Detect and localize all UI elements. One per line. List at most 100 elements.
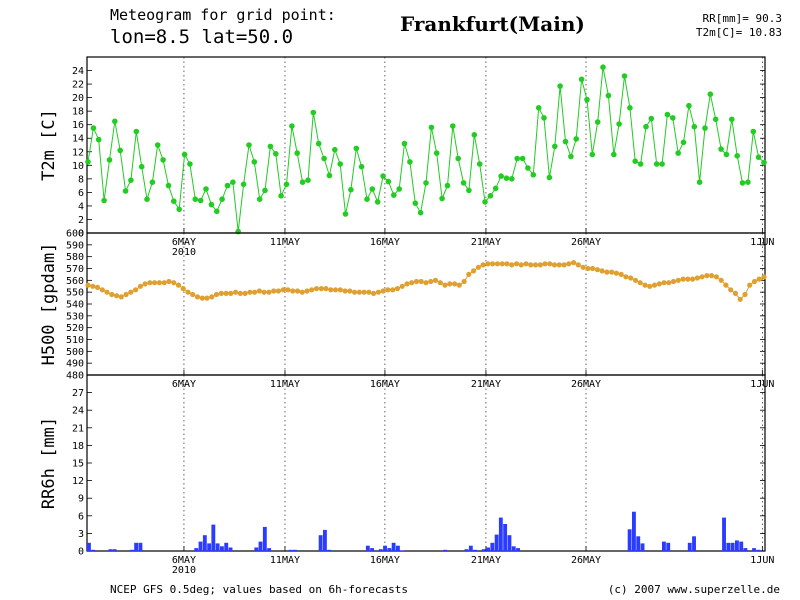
data-point <box>171 198 177 204</box>
y-tick-label: 550 <box>66 288 84 299</box>
y-tick-label: 570 <box>66 264 84 275</box>
data-point <box>499 261 505 267</box>
data-point <box>332 146 338 153</box>
data-point <box>246 142 252 148</box>
data-point <box>394 286 400 292</box>
data-point <box>761 274 767 280</box>
rain-bar <box>636 536 641 551</box>
rain-bar <box>752 548 756 551</box>
data-point <box>299 289 305 295</box>
rain-bar <box>134 542 139 551</box>
data-point <box>482 199 488 205</box>
data-point <box>651 282 658 288</box>
y-tick-label: 6 <box>78 511 84 522</box>
rain-bar <box>516 548 520 551</box>
y-tick-label: 22 <box>72 80 84 91</box>
data-point <box>643 123 649 130</box>
data-point <box>190 291 196 298</box>
data-point <box>503 175 510 181</box>
data-point <box>460 180 467 186</box>
data-point <box>133 287 139 293</box>
data-point <box>584 96 590 103</box>
rain-bar <box>486 547 490 551</box>
data-point <box>305 177 311 183</box>
data-point <box>691 123 698 130</box>
rain-bar <box>511 546 516 551</box>
data-point <box>283 181 290 188</box>
data-point <box>605 92 612 99</box>
data-point <box>541 115 547 121</box>
data-point <box>594 267 601 273</box>
data-point <box>611 151 617 158</box>
rain-bar <box>507 535 512 551</box>
data-point <box>713 274 720 280</box>
data-point <box>648 115 655 122</box>
rain-bar <box>739 541 744 551</box>
data-point <box>106 157 113 163</box>
data-point <box>315 140 322 147</box>
data-point <box>144 196 150 202</box>
panel-frame <box>86 56 766 234</box>
data-point <box>358 163 365 170</box>
y-tick-label: 520 <box>66 323 84 334</box>
y-tick-label: 510 <box>66 335 84 346</box>
data-point <box>418 278 424 285</box>
data-point <box>599 268 605 274</box>
y-tick-label: 12 <box>72 476 84 487</box>
data-point <box>197 197 204 204</box>
data-point <box>509 176 515 182</box>
data-point <box>137 283 143 289</box>
rain-bar <box>224 542 229 551</box>
data-point <box>149 179 156 185</box>
data-point <box>509 262 515 268</box>
data-point <box>374 199 381 205</box>
data-point <box>209 294 215 300</box>
data-point <box>686 102 692 109</box>
source-note: NCEP GFS 0.5deg; values based on 6h-fore… <box>110 583 409 596</box>
data-point <box>366 289 372 295</box>
data-point <box>328 287 334 293</box>
data-point <box>487 193 494 199</box>
data-point <box>175 282 182 288</box>
rain-bar <box>194 548 199 551</box>
data-point <box>147 280 153 286</box>
data-point <box>204 295 210 301</box>
data-point <box>585 265 591 272</box>
data-point <box>118 294 124 300</box>
data-point <box>437 280 443 286</box>
data-point <box>180 286 186 292</box>
rain-bar <box>473 549 478 551</box>
data-point <box>409 280 415 286</box>
data-point <box>723 282 729 288</box>
x-tick-label: 1JUN <box>750 555 774 566</box>
data-point <box>632 277 639 283</box>
data-point <box>450 123 456 129</box>
data-point <box>712 116 719 123</box>
data-point <box>628 275 634 281</box>
data-point <box>123 291 129 298</box>
rain-bar <box>318 535 323 551</box>
data-point <box>323 286 329 292</box>
data-point <box>707 91 714 97</box>
rain-bar <box>108 549 113 551</box>
data-point <box>356 289 362 295</box>
data-point <box>332 287 339 293</box>
data-point <box>456 282 462 288</box>
meteogram-heading: Meteogram for grid point: <box>110 6 336 24</box>
data-point <box>490 261 496 267</box>
data-point <box>504 261 510 267</box>
rain-bar <box>627 529 632 551</box>
rain-bar <box>743 548 748 551</box>
rain-bar <box>288 549 293 551</box>
rain-bar <box>662 541 666 551</box>
data-point <box>187 161 193 167</box>
data-point <box>214 208 220 215</box>
data-point <box>664 111 671 118</box>
data-point <box>219 196 225 202</box>
data-point <box>326 172 333 179</box>
data-point <box>361 289 367 295</box>
rain-bar <box>254 547 259 551</box>
data-point <box>632 158 638 164</box>
data-point <box>609 269 615 275</box>
data-point <box>213 291 220 298</box>
